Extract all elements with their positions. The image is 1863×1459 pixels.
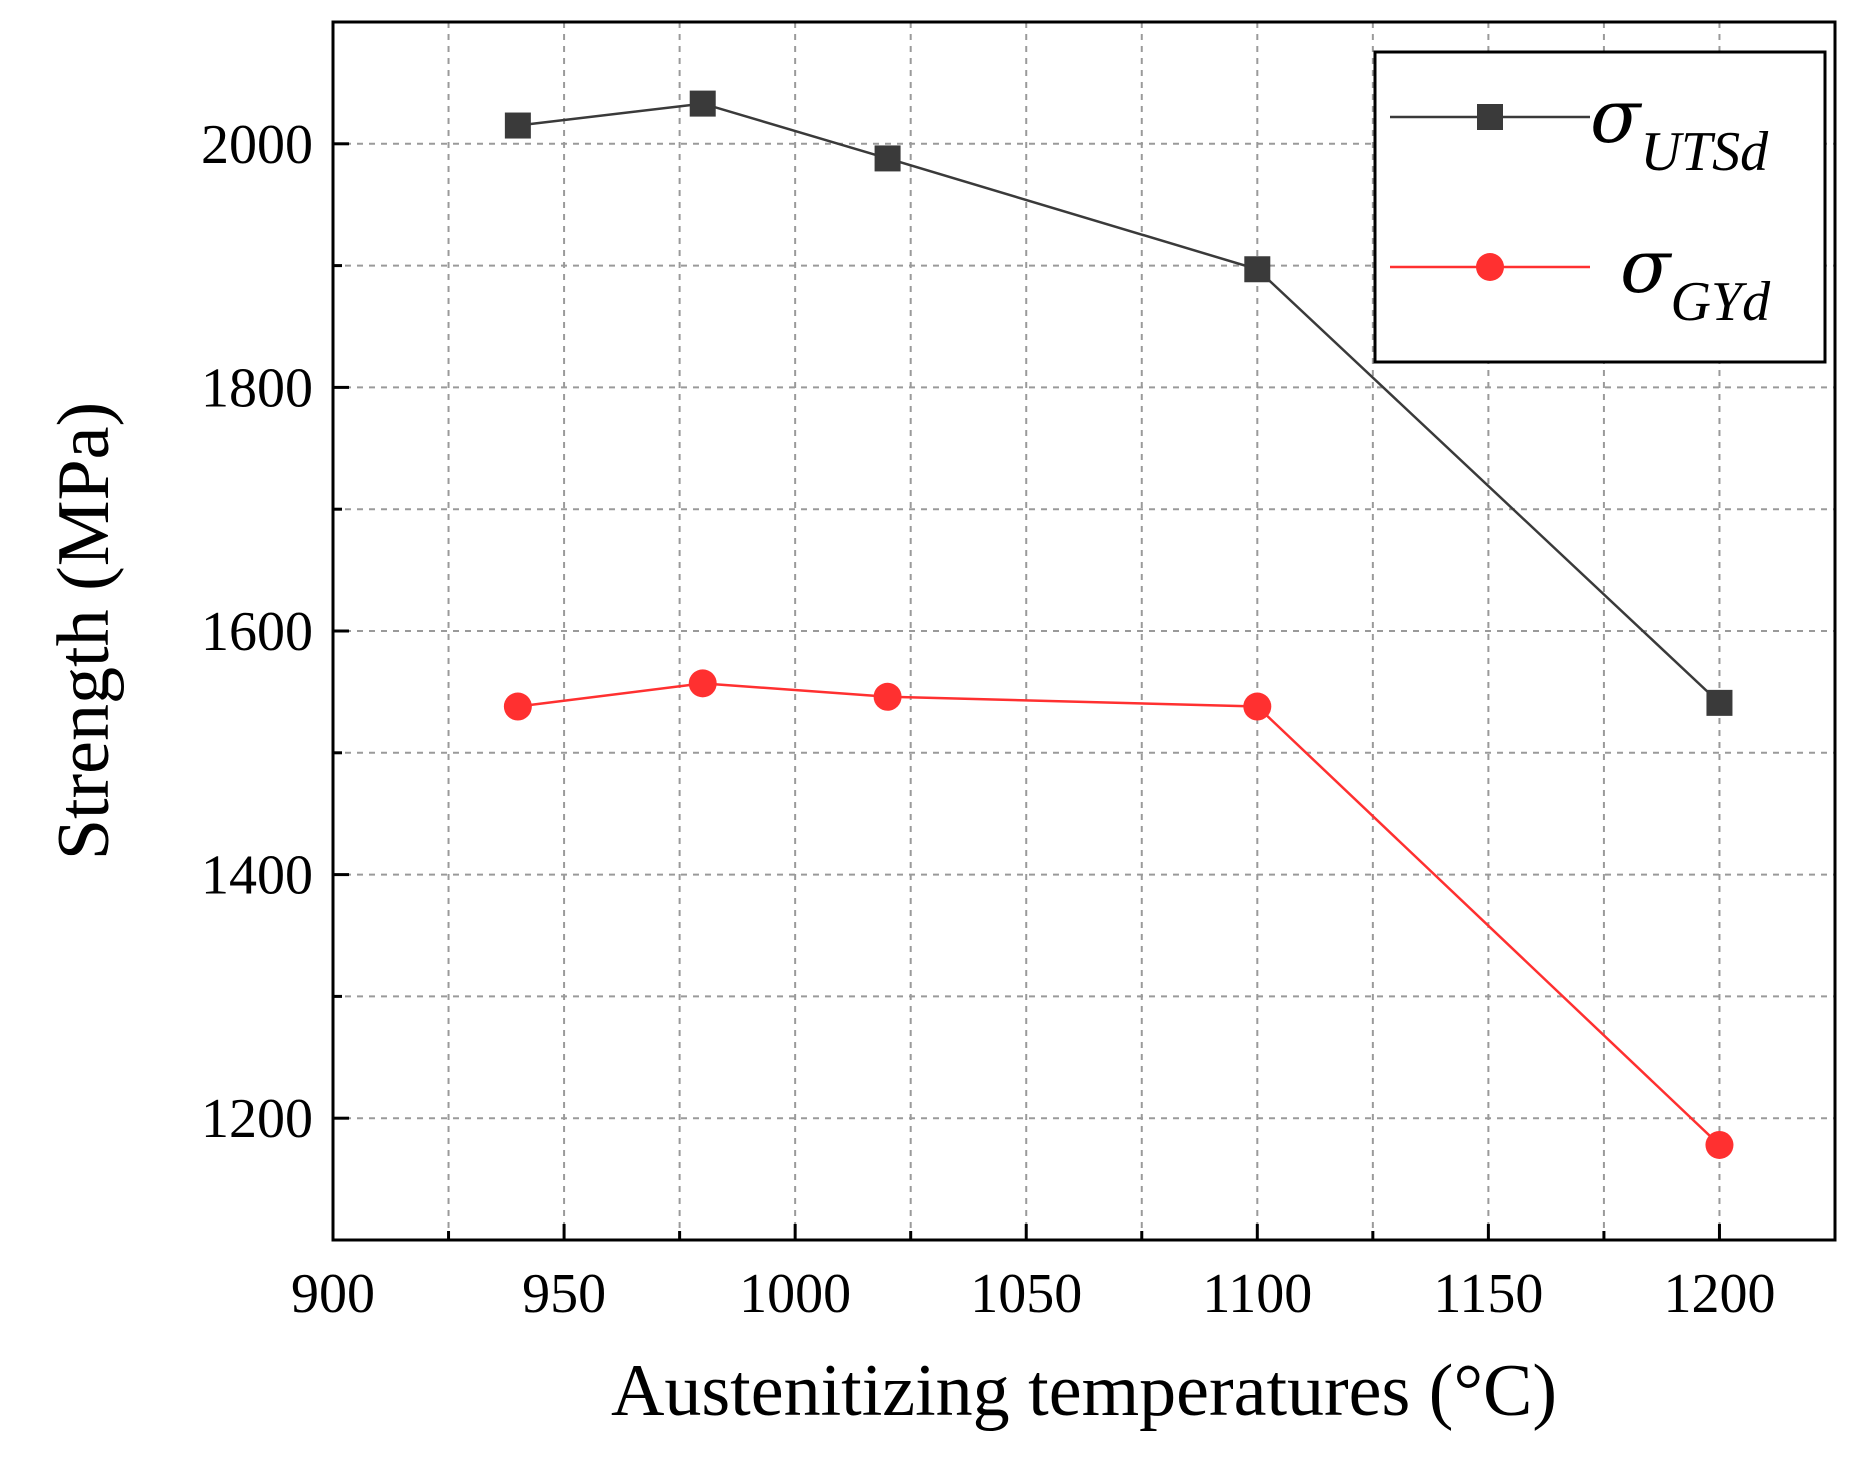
data-point-GYd-1200 [1705,1130,1734,1159]
x-tick-label-1100: 1100 [1202,1263,1312,1325]
y-tick-label-1600: 1600 [201,601,313,663]
y-axis-title: Strength (MPa) [43,402,125,860]
y-tick-label-1400: 1400 [201,845,313,907]
data-point-GYd-940 [503,692,532,721]
data-point-UTSd-1020 [874,145,901,172]
legend-label-UTSd: σUTSd [1590,74,1769,183]
y-tick-label-1200: 1200 [201,1088,313,1150]
x-tick-label-1200: 1200 [1663,1263,1775,1325]
y-tick-label-1800: 1800 [201,357,313,419]
data-point-UTSd-1200 [1706,689,1733,716]
legend-marker-GYd [1476,253,1504,281]
data-point-UTSd-940 [504,112,531,139]
axes: 900 950 1000 1050 1100 1150 1200 1200 1400 1600 18… [43,20,1837,1432]
x-tick-label-1050: 1050 [970,1263,1082,1325]
legend-label-GYd: σGYd [1620,224,1771,333]
series-layer [503,90,1734,1159]
y-tick-label-2000: 2000 [201,114,313,176]
legend: σUTSd σGYd [1373,50,1827,364]
x-tick-label-1000: 1000 [739,1263,851,1325]
data-point-GYd-980 [688,669,717,698]
data-point-UTSd-1100 [1244,256,1271,283]
data-point-GYd-1100 [1243,692,1272,721]
legend-marker-UTSd [1477,104,1503,130]
x-tick-label-950: 950 [522,1263,606,1325]
x-tick-label-1150: 1150 [1433,1263,1543,1325]
data-point-UTSd-980 [689,90,716,117]
x-axis-title: Austenitizing temperatures (°C) [611,1350,1557,1432]
x-tick-label-900: 900 [291,1263,375,1325]
legend-box [1373,50,1827,364]
data-point-GYd-1020 [873,682,902,711]
